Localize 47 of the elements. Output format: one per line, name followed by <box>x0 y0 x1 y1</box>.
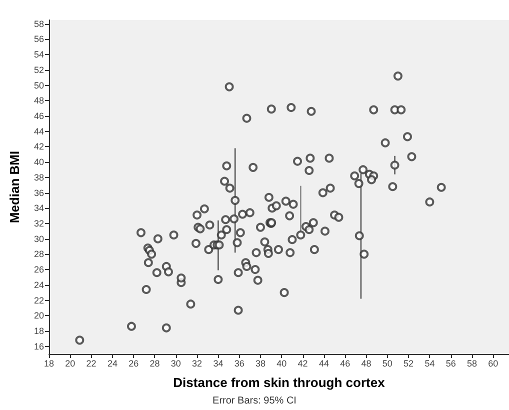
y-tick-label: 40 <box>34 157 44 168</box>
x-axis-title: Distance from skin through cortex <box>173 375 386 390</box>
text: Error Bars: 95% CI <box>212 396 296 406</box>
x-tick-label: 22 <box>86 358 96 368</box>
x-tick-label: 20 <box>65 358 76 368</box>
y-tick-label: 32 <box>34 218 44 228</box>
x-tick-label: 54 <box>424 358 435 368</box>
y-axis-title: Median BMI <box>7 150 22 224</box>
y-tick-label: 34 <box>34 203 44 214</box>
x-tick-label: 24 <box>107 358 118 368</box>
x-tick-label: 50 <box>382 358 392 368</box>
y-tick-label: 24 <box>34 280 44 290</box>
x-tick-label: 58 <box>466 358 477 368</box>
x-tick-label: 52 <box>404 358 414 368</box>
y-tick-label: 26 <box>34 264 44 275</box>
x-tick-label: 34 <box>213 358 224 368</box>
y-tick-label: 50 <box>34 80 44 90</box>
y-tick-label: 16 <box>34 341 44 352</box>
y-tick-label: 30 <box>34 234 44 244</box>
x-tick-label: 42 <box>298 358 308 368</box>
x-tick-label: 44 <box>318 358 329 368</box>
y-tick-label: 52 <box>34 64 44 75</box>
y-tick-label: 18 <box>34 326 44 336</box>
y-tick-label: 46 <box>34 110 44 121</box>
y-tick-label: 56 <box>34 34 44 44</box>
y-tick-label: 20 <box>34 310 44 321</box>
y-tick-label: 38 <box>34 172 44 182</box>
y-tick-label: 36 <box>34 188 44 198</box>
y-tick-label: 48 <box>34 96 44 106</box>
x-tick-label: 38 <box>255 358 266 368</box>
y-tick-label: 58 <box>34 18 44 29</box>
x-tick-label: 30 <box>170 358 181 368</box>
x-tick-label: 26 <box>128 358 139 368</box>
x-tick-label: 46 <box>340 358 350 368</box>
x-tick-label: 40 <box>276 358 287 368</box>
x-tick-label: 28 <box>150 358 160 368</box>
y-tick-label: 44 <box>34 126 44 136</box>
x-tick-label: 36 <box>234 358 244 368</box>
y-tick-label: 22 <box>34 295 44 306</box>
y-tick-label: 28 <box>34 249 44 260</box>
y-tick-label: 54 <box>34 50 44 60</box>
x-tick-label: 60 <box>488 358 498 368</box>
x-tick-label: 48 <box>361 358 372 368</box>
y-tick-label: 42 <box>34 142 44 152</box>
x-tick-label: 18 <box>44 358 54 368</box>
x-tick-label: 56 <box>446 358 456 368</box>
x-tick-label: 32 <box>192 358 202 368</box>
